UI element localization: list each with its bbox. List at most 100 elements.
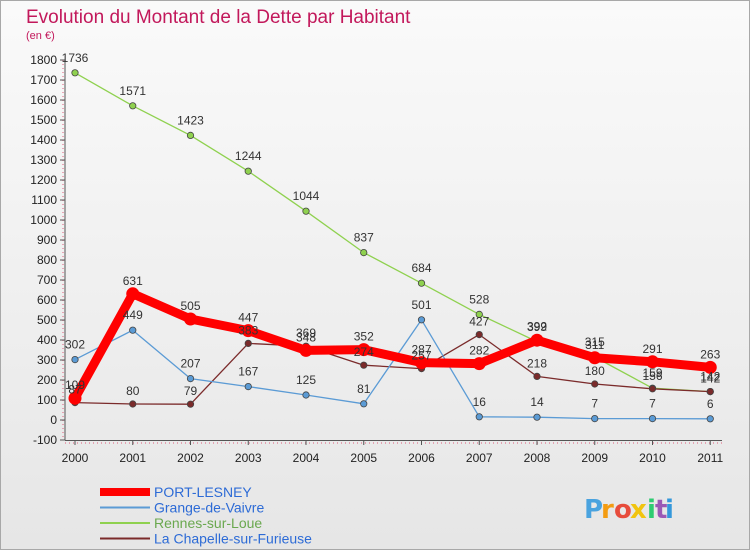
series-layer [68,69,717,423]
data-point [475,310,483,318]
data-label: 7 [591,397,598,411]
data-label: 7 [649,397,656,411]
data-label: 207 [180,357,200,371]
data-point [415,356,428,370]
data-label: 87 [68,383,82,397]
data-label: 159 [642,366,662,380]
y-tick-label: 1200 [30,173,57,187]
data-point [241,324,255,338]
data-label: 142 [700,370,720,384]
data-label: 109 [65,378,85,392]
data-point [71,355,79,364]
data-point [184,312,197,326]
data-label: 837 [354,231,374,245]
y-tick-label: 1000 [30,213,57,227]
y-tick-label: 1100 [31,193,57,207]
data-point [244,167,252,175]
x-tick-label: 2006 [408,451,435,465]
y-tick-label: 1700 [30,73,57,87]
data-label: 282 [469,344,489,358]
data-point [417,316,426,324]
data-point [706,415,714,423]
y-tick-label: 800 [37,253,57,267]
data-label: 1044 [293,189,320,203]
logo-letter: i [665,495,674,525]
data-point [68,391,82,405]
x-tick-label: 2011 [697,451,723,465]
data-label: 274 [354,345,374,359]
data-label: 291 [642,342,662,356]
data-label: 348 [296,330,316,344]
data-label: 218 [527,356,547,370]
data-label: 125 [296,373,316,387]
legend-label: Grange-de-Vaivre [154,500,264,516]
x-tick-label: 2003 [235,451,262,465]
series-line [74,319,711,420]
y-tick-label: 0 [50,413,57,427]
x-tick-label: 2008 [524,451,551,465]
legend: PORT-LESNEYGrange-de-VaivreRennes-sur-Lo… [100,484,312,547]
data-point [129,400,137,408]
data-point [591,414,599,423]
data-label: 180 [585,364,605,378]
chart-subtitle: (en €) [26,30,55,42]
legend-label: Rennes-sur-Loue [154,515,262,531]
x-tick-label: 2002 [177,451,204,465]
data-point [533,413,541,421]
data-label: 449 [123,308,143,322]
x-tick-label: 2000 [62,451,89,465]
data-label: 1423 [177,113,204,127]
data-point [129,102,137,110]
y-tick-label: 1500 [30,113,57,127]
x-tick-label: 2007 [466,451,493,465]
data-label: 287 [411,343,431,357]
y-tick-label: 1400 [30,133,57,147]
data-label: 1571 [119,84,146,98]
y-tick-label: 700 [37,273,57,287]
y-tick-label: 900 [37,233,57,247]
data-label: 6 [707,397,714,411]
data-point [299,343,313,357]
logo-letter: x [630,495,647,525]
x-tick-label: 2004 [293,451,320,465]
y-tick-label: 1800 [30,53,57,67]
data-label: 399 [527,320,547,334]
x-tick-label: 2010 [639,451,666,465]
data-point [472,357,486,371]
data-point [244,382,252,391]
data-label: 1244 [235,149,262,163]
data-point [302,391,310,399]
data-point [533,372,541,380]
data-point [129,326,137,334]
data-point [475,413,483,421]
data-point [417,279,426,287]
logo-letter: P [584,495,603,525]
axes: -100 0 100 200 300 400 500 600 700 800 900 1000 1100… [30,53,723,465]
data-label: 352 [354,330,374,344]
data-point [186,131,195,139]
data-label: 167 [238,365,258,379]
data-label: 80 [126,384,140,398]
data-point [648,414,657,423]
data-label: 1736 [62,51,89,65]
data-point [186,400,195,408]
y-tick-label: 1300 [30,153,57,167]
data-point [71,69,79,77]
data-label: 142 [700,372,720,386]
data-point [475,330,483,339]
data-label: 79 [184,384,198,398]
data-label: 528 [469,292,489,306]
logo-letter: t [655,495,667,525]
data-point [244,339,252,347]
proxiti-logo: Pr ox i ti [584,495,674,525]
series-line [71,289,711,401]
data-label: 447 [238,311,258,325]
data-label: 383 [238,323,258,337]
data-label: 16 [473,395,487,409]
data-point [126,287,140,301]
data-point [530,333,544,347]
data-point [648,385,657,393]
data-point [186,374,195,383]
